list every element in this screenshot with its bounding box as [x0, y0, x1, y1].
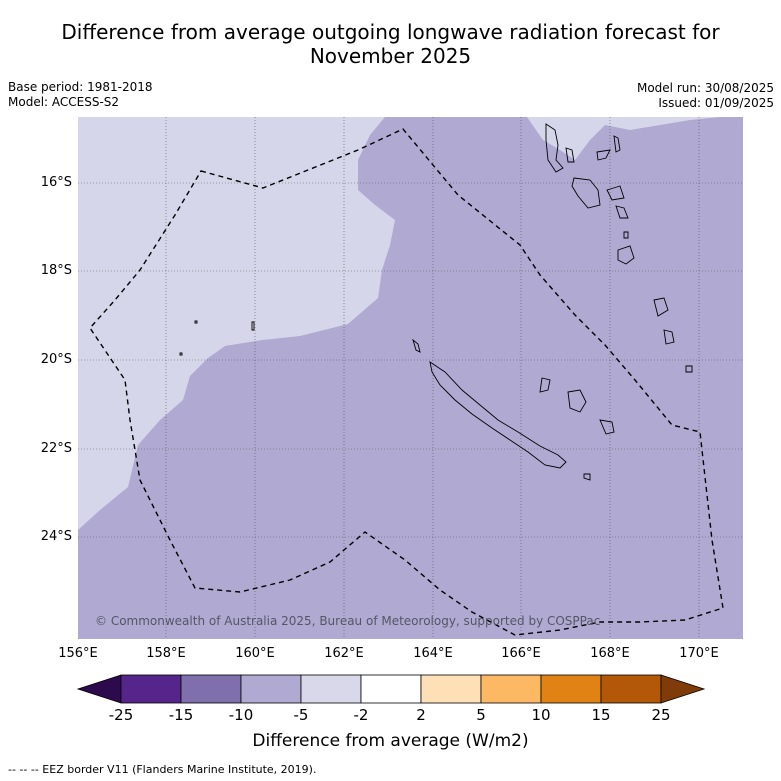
- colorbar-title: Difference from average (W/m2): [252, 731, 529, 751]
- lon-label-170e: 170°E: [679, 646, 719, 661]
- model-name: Model: ACCESS-S2: [8, 95, 120, 109]
- colorbar-bin-4: [300, 674, 362, 704]
- colorbar-tick: 2: [416, 706, 426, 724]
- map-area: [78, 117, 743, 639]
- colorbar-tick: -2: [353, 706, 369, 724]
- colorbar-tick: -25: [108, 706, 134, 724]
- eez-border: [89, 128, 724, 636]
- colorbar-tick: 5: [476, 706, 486, 724]
- colorbar-tick: -5: [293, 706, 309, 724]
- colorbar-tick: -10: [228, 706, 254, 724]
- lat-label-16s: 16°S: [40, 175, 72, 190]
- anomaly-band-light-ne: [527, 117, 720, 160]
- new-caledonia: [412, 338, 615, 481]
- chart-title: Difference from average outgoing longwav…: [0, 20, 781, 68]
- footnote: -- -- -- EEZ border V11 (Flanders Marine…: [8, 763, 317, 776]
- colorbar: [76, 674, 706, 704]
- colorbar-bin-6: [420, 674, 482, 704]
- lat-label-20s: 20°S: [40, 352, 72, 367]
- colorbar-bin-9: [600, 674, 662, 704]
- meta-right: Model run: 30/08/2025 Issued: 01/09/2025: [637, 81, 774, 111]
- title-line-2: November 2025: [309, 44, 472, 68]
- colorbar-tick: 25: [651, 706, 671, 724]
- colorbar-tick: 10: [531, 706, 551, 724]
- copyright-text: © Commonwealth of Australia 2025, Bureau…: [95, 614, 601, 628]
- meta-left: Base period: 1981-2018 Model: ACCESS-S2: [8, 80, 153, 110]
- lon-label-160e: 160°E: [235, 646, 275, 661]
- base-period: Base period: 1981-2018: [8, 80, 153, 94]
- colorbar-bin-5: [360, 674, 422, 704]
- lon-label-162e: 162°E: [324, 646, 364, 661]
- lon-label-168e: 168°E: [590, 646, 630, 661]
- title-line-1: Difference from average outgoing longwav…: [61, 20, 720, 44]
- issued-date: Issued: 01/09/2025: [658, 96, 774, 110]
- vanuatu-islands: [545, 123, 693, 373]
- colorbar-bin-7: [480, 674, 542, 704]
- model-run: Model run: 30/08/2025: [636, 81, 774, 95]
- lat-label-22s: 22°S: [40, 441, 72, 456]
- lon-label-164e: 164°E: [413, 646, 453, 661]
- anomaly-band-light: [78, 117, 395, 530]
- colorbar-tick: 15: [591, 706, 611, 724]
- lon-label-158e: 158°E: [146, 646, 186, 661]
- colorbar-bin-8: [540, 674, 602, 704]
- colorbar-bin-3: [240, 674, 302, 704]
- colorbar-extend-low: [76, 674, 122, 704]
- lat-label-24s: 24°S: [40, 529, 72, 544]
- colorbar-bin-2: [180, 674, 242, 704]
- colorbar-extend-high: [660, 674, 706, 704]
- graticule: [78, 117, 743, 639]
- lon-label-156e: 156°E: [58, 646, 98, 661]
- colorbar-bin-1: [120, 674, 182, 704]
- lon-label-166e: 166°E: [501, 646, 541, 661]
- reef-islets: [179, 320, 255, 356]
- colorbar-tick: -15: [168, 706, 194, 724]
- lat-label-18s: 18°S: [40, 263, 72, 278]
